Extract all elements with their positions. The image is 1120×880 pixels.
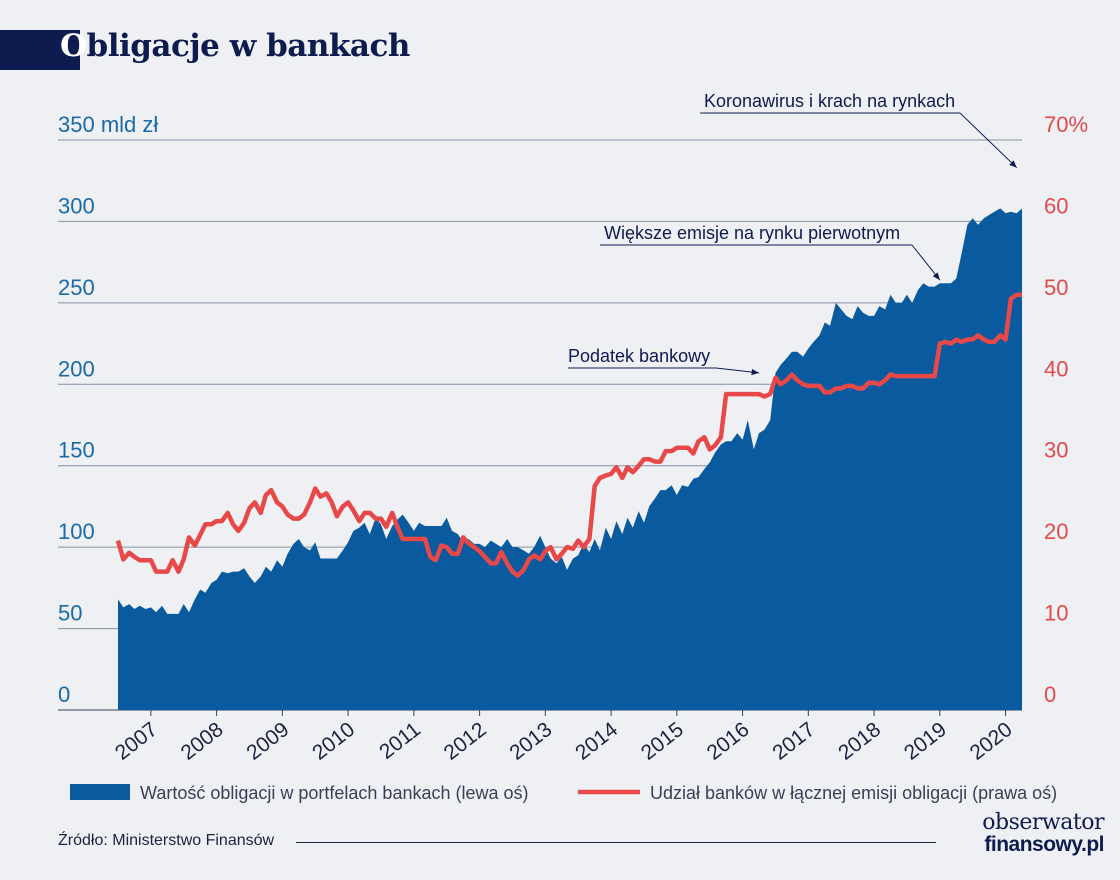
source-divider bbox=[296, 842, 936, 843]
x-tick-label: 2008 bbox=[177, 718, 228, 765]
banks-share-line-series bbox=[115, 292, 1022, 578]
title-rest: bligacje w bankach bbox=[86, 28, 411, 64]
y-right-tick-label: 10 bbox=[1044, 601, 1068, 626]
y-right-tick-label: 30 bbox=[1044, 438, 1068, 463]
x-tick-label: 2017 bbox=[768, 718, 819, 765]
y-left-tick-label: 350 mld zł bbox=[58, 112, 158, 137]
x-tick-label: 2012 bbox=[440, 718, 491, 765]
y-right-tick-label: 0 bbox=[1044, 682, 1056, 707]
annotation-text: Koronawirus i krach na rynkach bbox=[704, 91, 955, 111]
source-note: Źródło: Ministerstwo Finansów bbox=[58, 832, 275, 849]
x-tick-label: 2013 bbox=[505, 718, 556, 765]
y-left-tick-label: 100 bbox=[58, 519, 95, 544]
x-tick-label: 2018 bbox=[834, 718, 885, 765]
bank-bonds-area-series bbox=[118, 208, 1022, 710]
x-tick-label: 2019 bbox=[900, 718, 951, 765]
annotation-arrowhead bbox=[751, 368, 760, 376]
x-tick-label: 2015 bbox=[637, 718, 688, 765]
y-left-tick-label: 250 bbox=[58, 275, 95, 300]
x-tick-label: 2014 bbox=[571, 718, 622, 765]
x-tick-label: 2016 bbox=[703, 718, 754, 765]
y-right-tick-label: 40 bbox=[1044, 356, 1068, 381]
y-left-tick-label: 50 bbox=[58, 601, 82, 626]
x-tick-label: 2010 bbox=[308, 718, 359, 765]
y-right-tick-label: 70% bbox=[1044, 112, 1088, 137]
y-right-tick-label: 20 bbox=[1044, 519, 1068, 544]
x-tick-label: 2020 bbox=[966, 718, 1017, 765]
x-tick-label: 2009 bbox=[242, 718, 293, 765]
y-right-tick-label: 60 bbox=[1044, 193, 1068, 218]
y-left-tick-label: 200 bbox=[58, 356, 95, 381]
logo-line-1: obserwator bbox=[982, 810, 1104, 835]
y-left-tick-label: 0 bbox=[58, 682, 70, 707]
annotation-arrowhead bbox=[1009, 160, 1017, 168]
y-left-tick-label: 150 bbox=[58, 438, 95, 463]
chart-title: Obligacje w bankach bbox=[60, 28, 410, 64]
annotation-leader bbox=[911, 244, 941, 281]
annotations: Podatek bankowy Większe emisje na rynku p… bbox=[568, 91, 1018, 376]
title-accent-bar bbox=[0, 30, 80, 70]
annotation-leader bbox=[959, 112, 1018, 169]
annotation-arrowhead bbox=[932, 272, 940, 281]
logo-line-2: finansowy.pl bbox=[984, 833, 1104, 856]
title-first-letter: O bbox=[60, 28, 87, 64]
annotation-text: Podatek bankowy bbox=[568, 346, 710, 366]
x-tick-label: 2007 bbox=[111, 718, 162, 765]
legend-swatch-area bbox=[70, 784, 130, 800]
y-left-tick-label: 300 bbox=[58, 193, 95, 218]
y-right-tick-label: 50 bbox=[1044, 275, 1068, 300]
legend: Wartość obligacji w portfelach bankach (… bbox=[70, 783, 1057, 803]
legend-label-line: Udział banków w łącznej emisji obligacji… bbox=[650, 783, 1057, 803]
annotation-text: Większe emisje na rynku pierwotnym bbox=[604, 223, 900, 243]
publisher-logo: obserwator finansowy.pl bbox=[944, 812, 1104, 856]
legend-label-area: Wartość obligacji w portfelach bankach (… bbox=[140, 783, 529, 803]
x-tick-label: 2011 bbox=[375, 718, 425, 764]
